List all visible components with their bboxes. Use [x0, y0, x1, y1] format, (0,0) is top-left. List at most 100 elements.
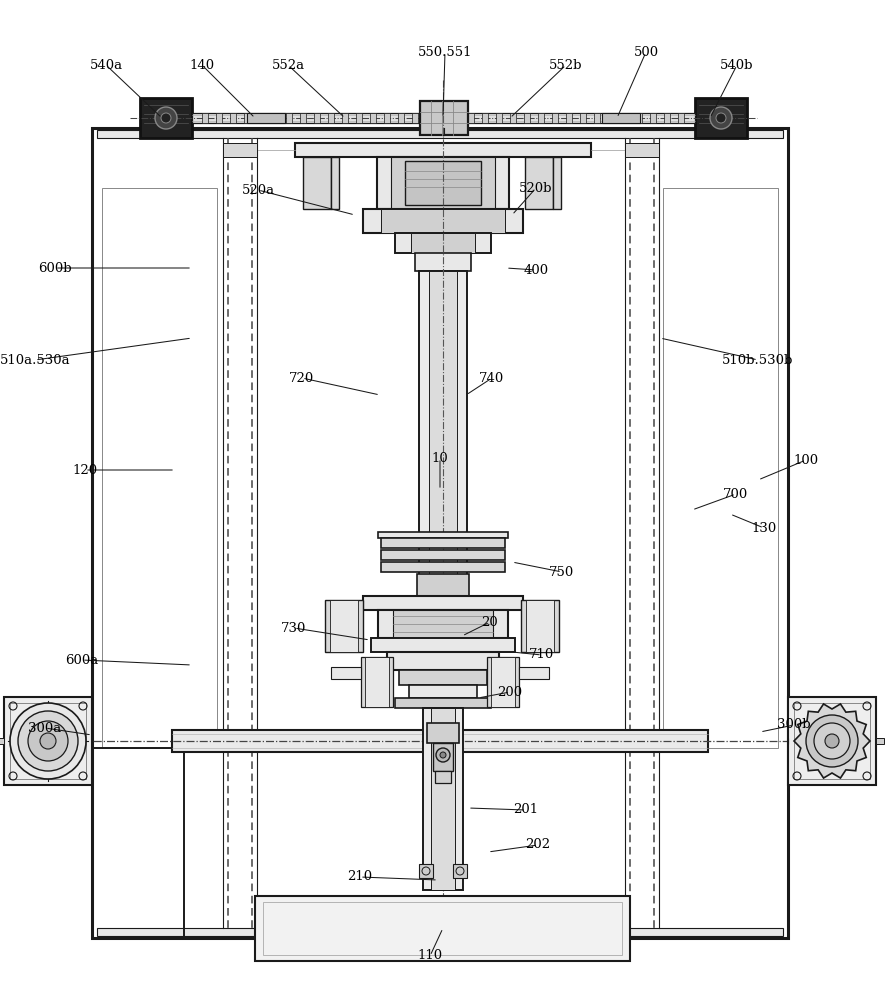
Bar [408, 685, 477, 698]
Bar [695, 98, 746, 138]
Text: 720: 720 [289, 371, 315, 384]
Bar [405, 161, 480, 205]
Bar [254, 896, 629, 961]
Bar [97, 928, 782, 936]
Bar [491, 657, 515, 707]
Bar [394, 233, 491, 253]
Bar [285, 113, 291, 123]
Text: 552b: 552b [548, 59, 582, 72]
Text: 500: 500 [633, 46, 657, 59]
Bar [361, 657, 392, 707]
Bar [607, 113, 613, 123]
Circle shape [155, 107, 177, 129]
Circle shape [40, 733, 56, 749]
Bar [0, 738, 4, 744]
Bar [342, 113, 347, 123]
Bar [222, 143, 257, 157]
Bar [381, 538, 504, 548]
Bar [625, 143, 658, 157]
Bar [418, 271, 466, 665]
Bar [649, 113, 656, 123]
Bar [92, 128, 787, 938]
Bar [787, 697, 875, 785]
Bar [410, 233, 475, 253]
Bar [525, 600, 554, 652]
Circle shape [439, 752, 446, 758]
Bar [434, 771, 450, 783]
Bar [551, 113, 557, 123]
Bar [258, 113, 264, 123]
Bar [677, 113, 683, 123]
Bar [426, 723, 458, 743]
Bar [392, 610, 493, 638]
Bar [140, 98, 191, 138]
Bar [381, 562, 504, 572]
Text: 100: 100 [793, 454, 818, 466]
Text: 710: 710 [529, 648, 554, 662]
Bar [244, 113, 250, 123]
Circle shape [715, 113, 725, 123]
Bar [431, 708, 455, 890]
Text: 300b: 300b [776, 718, 810, 732]
Bar [602, 113, 640, 123]
Bar [4, 697, 92, 785]
Bar [411, 113, 417, 123]
Bar [299, 113, 306, 123]
Bar [303, 157, 330, 209]
Bar [381, 209, 504, 233]
Bar [386, 652, 499, 670]
Bar [324, 600, 362, 652]
Bar [486, 657, 518, 707]
Text: 10: 10 [431, 452, 447, 464]
Text: 730: 730 [281, 621, 307, 635]
Text: 600a: 600a [66, 654, 98, 666]
Bar [420, 101, 468, 135]
Bar [369, 113, 376, 123]
Polygon shape [793, 704, 869, 778]
Bar [92, 748, 183, 938]
Text: 20: 20 [481, 615, 498, 629]
Bar [330, 157, 338, 209]
Text: 550.551: 550.551 [417, 46, 471, 59]
Bar [384, 113, 390, 123]
Bar [552, 157, 560, 209]
Bar [429, 271, 456, 665]
Bar [635, 113, 641, 123]
Text: 130: 130 [750, 522, 776, 534]
Bar [875, 738, 883, 744]
Bar [97, 130, 782, 138]
Bar [518, 667, 548, 679]
Bar [454, 113, 460, 123]
Bar [377, 157, 509, 209]
Text: 600b: 600b [38, 261, 72, 274]
Text: 201: 201 [513, 803, 538, 816]
Bar [520, 600, 558, 652]
Bar [439, 113, 446, 123]
Bar [229, 113, 236, 123]
Text: 520b: 520b [518, 182, 552, 195]
Text: 510a.530a: 510a.530a [0, 354, 70, 366]
Circle shape [805, 715, 857, 767]
Bar [314, 113, 320, 123]
Bar [664, 113, 669, 123]
Bar [377, 532, 508, 538]
Text: 400: 400 [523, 263, 548, 276]
Bar [399, 670, 486, 685]
Bar [330, 600, 358, 652]
Text: 700: 700 [723, 488, 748, 500]
Text: 140: 140 [190, 59, 214, 72]
Text: 200: 200 [497, 686, 522, 698]
Text: 120: 120 [73, 464, 97, 477]
Bar [416, 574, 469, 596]
Bar [495, 113, 501, 123]
Circle shape [161, 113, 171, 123]
Bar [594, 113, 599, 123]
Bar [381, 550, 504, 560]
Bar [102, 188, 217, 748]
Bar [621, 113, 627, 123]
Bar [418, 864, 432, 878]
Text: 740: 740 [478, 371, 504, 384]
Text: 540b: 540b [719, 59, 753, 72]
Bar [793, 703, 869, 779]
Text: 540a: 540a [89, 59, 122, 72]
